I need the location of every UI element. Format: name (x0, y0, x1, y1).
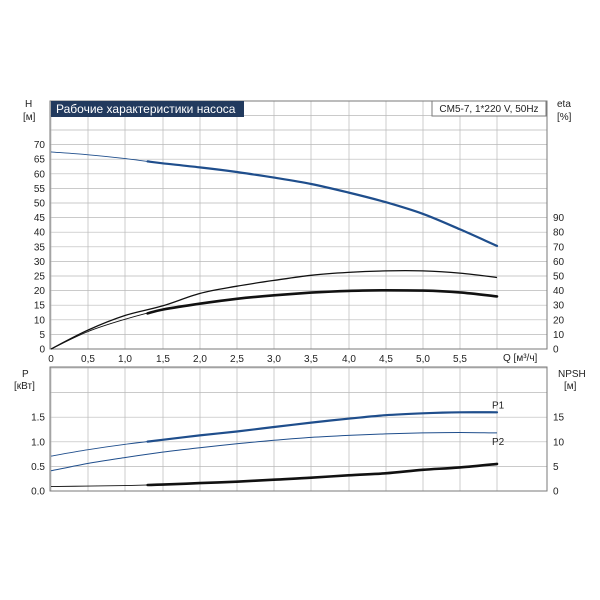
y-left-tick-label: 45 (34, 213, 46, 224)
x-tick-label: 3,0 (267, 354, 281, 365)
y-left-unit: [м] (23, 112, 36, 123)
y-right-tick-label: 10 (553, 330, 565, 341)
x-axis-label: Q [м³/ч] (503, 353, 538, 364)
series-line (50, 431, 498, 472)
y-left-label: H (25, 99, 32, 110)
top-grid (50, 100, 548, 350)
bottom-y-right-tick-label: 0 (553, 487, 559, 498)
y-left-tick-label: 50 (34, 199, 46, 210)
x-tick-label: 3,5 (304, 354, 318, 365)
bottom-y-left-tick-label: 0.0 (31, 487, 45, 498)
y-left-tick-label: 55 (34, 184, 46, 195)
bottom-plot-frame (49, 366, 548, 492)
y-right-tick-label: 80 (553, 228, 565, 239)
y-left-tick-label: 70 (34, 140, 46, 151)
chart-title: Рабочие характеристики насоса (56, 102, 236, 116)
y-right-label: eta (557, 99, 571, 110)
x-tick-label: 0,5 (81, 354, 95, 365)
x-tick-label: 1,0 (118, 354, 132, 365)
series-name-label: P2 (492, 437, 505, 448)
y-left-tick-label: 0 (39, 345, 45, 356)
y-left-tick-label: 60 (34, 169, 46, 180)
bottom-y-right-tick-label: 10 (553, 437, 565, 448)
x-tick-label: 2,5 (230, 354, 244, 365)
y-right-tick-label: 40 (553, 286, 565, 297)
x-tick-label: 2,0 (193, 354, 207, 365)
y-left-tick-label: 10 (34, 315, 46, 326)
tick-labels: 0 0,5 1,0 1,5 2,0 2,5 3,0 3,5 4,0 4,5 5,0 5,5 0 5 10 15… (31, 140, 564, 497)
bottom-y-right-label: NPSH (558, 369, 586, 380)
y-left-tick-label: 15 (34, 301, 46, 312)
y-left-tick-label: 20 (34, 286, 46, 297)
y-right-tick-label: 60 (553, 257, 565, 268)
chart-subtitle: CM5-7, 1*220 V, 50Hz (439, 104, 538, 115)
subtitle-box (431, 100, 547, 117)
bottom-y-right-unit: [м] (564, 381, 577, 392)
top-plot-frame (49, 100, 548, 350)
top-series (50, 151, 499, 350)
series-line (146, 411, 499, 443)
x-tick-label: 5,5 (453, 354, 467, 365)
series-labels: P1 P2 (492, 400, 505, 448)
bottom-y-left-tick-label: 0.5 (31, 462, 45, 473)
y-left-tick-label: 65 (34, 155, 46, 166)
y-right-unit: [%] (557, 112, 572, 123)
y-left-tick-label: 30 (34, 257, 46, 268)
x-tick-label: 0 (48, 354, 54, 365)
bottom-series (50, 411, 499, 488)
bottom-y-right-tick-label: 15 (553, 413, 565, 424)
bottom-y-left-unit: [кВт] (14, 381, 35, 392)
y-right-tick-label: 50 (553, 272, 565, 283)
y-left-tick-label: 40 (34, 228, 46, 239)
y-right-tick-label: 70 (553, 242, 565, 253)
series-line (146, 462, 499, 487)
series-line (146, 160, 499, 247)
y-right-tick-label: 0 (553, 345, 559, 356)
bottom-grid (50, 367, 548, 492)
x-tick-label: 1,5 (156, 354, 170, 365)
series-line (50, 269, 498, 350)
bottom-y-left-tick-label: 1.0 (31, 437, 45, 448)
y-left-tick-label: 5 (39, 330, 45, 341)
y-left-tick-label: 35 (34, 242, 46, 253)
bottom-y-left-tick-label: 1.5 (31, 413, 45, 424)
y-right-tick-label: 90 (553, 213, 565, 224)
x-tick-label: 4,5 (379, 354, 393, 365)
y-right-tick-label: 20 (553, 315, 565, 326)
series-name-label: P1 (492, 400, 505, 411)
y-left-tick-label: 25 (34, 272, 46, 283)
series-line (146, 288, 499, 315)
x-tick-label: 5,0 (416, 354, 430, 365)
y-right-tick-label: 30 (553, 301, 565, 312)
title-bar (51, 101, 244, 117)
bottom-y-right-tick-label: 5 (553, 462, 559, 473)
bottom-y-left-label: P (22, 369, 29, 380)
x-tick-label: 4,0 (342, 354, 356, 365)
